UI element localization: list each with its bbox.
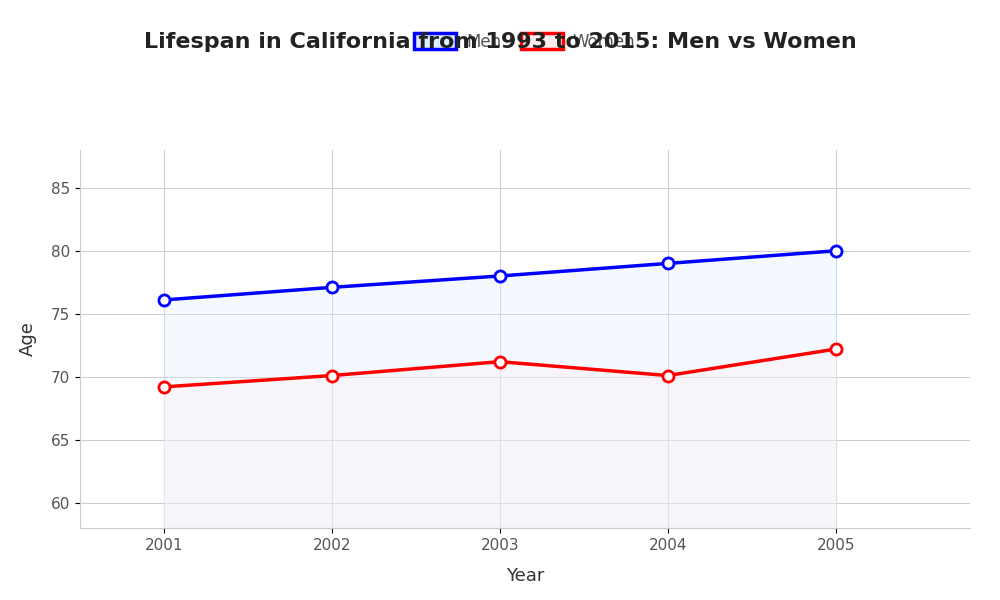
Men: [158, 296, 170, 304]
Y-axis label: Age: Age: [19, 322, 37, 356]
Line: Men: Men: [158, 245, 841, 305]
Men: [326, 284, 338, 291]
Men: [494, 272, 506, 280]
X-axis label: Year: Year: [506, 566, 544, 584]
Women: [326, 372, 338, 379]
Line: Women: Women: [158, 344, 841, 392]
Women: [830, 346, 842, 353]
Men: [830, 247, 842, 254]
Text: Lifespan in California from 1993 to 2015: Men vs Women: Lifespan in California from 1993 to 2015…: [144, 32, 856, 52]
Legend: Men, Women: Men, Women: [408, 26, 642, 58]
Women: [662, 372, 674, 379]
Women: [494, 358, 506, 365]
Men: [662, 260, 674, 267]
Women: [158, 383, 170, 391]
